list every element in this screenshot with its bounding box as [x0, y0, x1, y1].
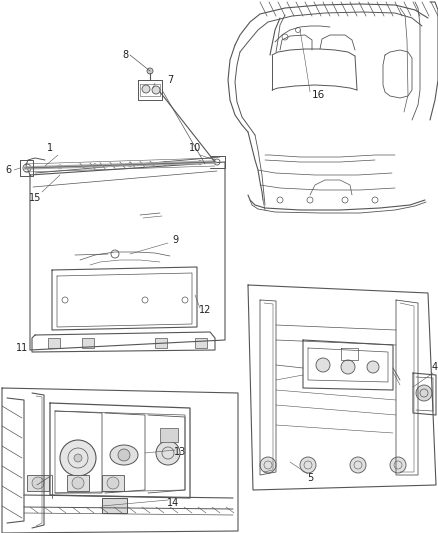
Text: 13: 13 — [174, 447, 186, 457]
Text: 15: 15 — [29, 193, 41, 203]
Text: 4: 4 — [432, 362, 438, 372]
Circle shape — [142, 85, 150, 93]
Bar — [82, 338, 94, 348]
Circle shape — [341, 360, 355, 374]
Bar — [102, 498, 127, 513]
Text: 7: 7 — [167, 75, 173, 85]
Bar — [160, 428, 178, 442]
Bar — [27, 475, 49, 491]
Bar — [102, 475, 124, 491]
Text: 16: 16 — [311, 90, 325, 100]
Circle shape — [367, 361, 379, 373]
Circle shape — [260, 457, 276, 473]
Circle shape — [390, 457, 406, 473]
Circle shape — [350, 457, 366, 473]
Bar — [195, 338, 207, 348]
Text: 11: 11 — [16, 343, 28, 353]
Text: 8: 8 — [122, 50, 128, 60]
Bar — [48, 338, 60, 348]
Circle shape — [152, 86, 160, 94]
Circle shape — [32, 477, 44, 489]
Text: 14: 14 — [167, 498, 179, 508]
Circle shape — [74, 454, 82, 462]
Bar — [155, 338, 167, 348]
Text: 1: 1 — [47, 143, 53, 153]
Circle shape — [416, 385, 432, 401]
Circle shape — [118, 449, 130, 461]
Text: 9: 9 — [172, 235, 178, 245]
Circle shape — [60, 440, 96, 476]
Text: 6: 6 — [5, 165, 11, 175]
Circle shape — [316, 358, 330, 372]
Ellipse shape — [110, 445, 138, 465]
Circle shape — [147, 68, 153, 74]
Circle shape — [72, 477, 84, 489]
Bar — [67, 475, 89, 491]
Text: 10: 10 — [189, 143, 201, 153]
Text: 12: 12 — [199, 305, 211, 315]
Circle shape — [156, 441, 180, 465]
Circle shape — [300, 457, 316, 473]
Circle shape — [107, 477, 119, 489]
Text: 5: 5 — [307, 473, 313, 483]
